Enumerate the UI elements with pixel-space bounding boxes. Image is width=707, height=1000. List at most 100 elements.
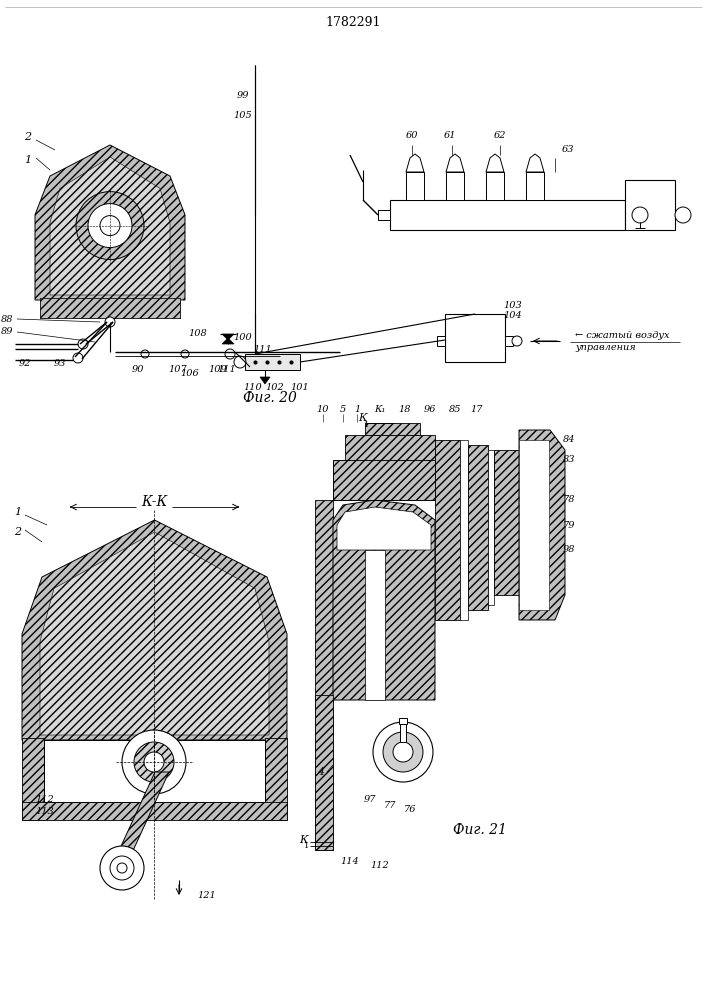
Text: 88: 88 (1, 314, 13, 324)
Text: 100: 100 (233, 332, 252, 342)
Text: 1: 1 (364, 421, 370, 429)
Text: 1: 1 (354, 406, 360, 414)
Text: 108: 108 (189, 330, 207, 338)
Polygon shape (40, 532, 269, 735)
Text: 2: 2 (14, 527, 21, 537)
Bar (333, 460, 435, 500)
Circle shape (100, 216, 120, 236)
Text: ← сжатый воздух: ← сжатый воздух (575, 332, 670, 340)
Bar (446, 172, 464, 200)
Text: 77: 77 (384, 800, 396, 810)
Text: 107: 107 (169, 365, 187, 374)
Text: 104: 104 (503, 312, 522, 320)
Bar (399, 718, 407, 724)
Text: 63: 63 (562, 145, 574, 154)
Circle shape (78, 339, 88, 349)
Bar (494, 450, 519, 595)
Text: 10: 10 (317, 406, 329, 414)
Circle shape (144, 752, 164, 772)
Text: 98: 98 (563, 546, 575, 554)
Bar (315, 695, 333, 850)
Bar (365, 423, 420, 435)
Text: 61: 61 (444, 130, 456, 139)
Text: 114: 114 (341, 857, 359, 866)
Text: 1: 1 (25, 155, 32, 165)
Text: К-К: К-К (141, 495, 167, 509)
Text: 105: 105 (233, 110, 252, 119)
Text: 92: 92 (19, 360, 31, 368)
Circle shape (110, 856, 134, 880)
Text: 90: 90 (132, 365, 144, 374)
Bar (378, 210, 390, 220)
Bar (526, 172, 544, 200)
Text: 62: 62 (493, 130, 506, 139)
Bar (468, 445, 488, 610)
Text: 17: 17 (471, 406, 484, 414)
Bar (265, 738, 287, 820)
Bar (488, 450, 494, 605)
Text: К: К (298, 835, 308, 845)
Polygon shape (222, 338, 234, 344)
Text: 93: 93 (54, 360, 66, 368)
Text: 109: 109 (209, 365, 228, 374)
Polygon shape (333, 500, 435, 700)
Polygon shape (526, 154, 544, 172)
Text: 83: 83 (563, 456, 575, 464)
Bar (519, 440, 549, 610)
Text: 101: 101 (291, 382, 310, 391)
Circle shape (100, 846, 144, 890)
Text: 121: 121 (198, 890, 216, 900)
Text: 84: 84 (563, 436, 575, 444)
Text: 5: 5 (340, 406, 346, 414)
Bar (400, 724, 406, 742)
Circle shape (632, 207, 648, 223)
Bar (437, 336, 445, 346)
Circle shape (512, 336, 522, 346)
Bar (390, 200, 625, 230)
Circle shape (234, 356, 246, 368)
Bar (315, 500, 333, 850)
Text: 111: 111 (218, 365, 236, 374)
Text: 99: 99 (237, 91, 250, 100)
Text: 112: 112 (35, 796, 54, 804)
Polygon shape (446, 154, 464, 172)
Text: 111: 111 (254, 346, 272, 355)
Text: 97: 97 (363, 796, 376, 804)
Text: 1782291: 1782291 (325, 15, 381, 28)
Text: 102: 102 (266, 382, 284, 391)
Polygon shape (222, 334, 234, 340)
Text: 79: 79 (563, 520, 575, 530)
Bar (445, 314, 505, 362)
Bar (486, 172, 504, 200)
Text: К: К (358, 413, 366, 423)
Text: 4: 4 (317, 767, 325, 777)
Text: управления: управления (575, 344, 636, 353)
Bar (345, 435, 435, 460)
Circle shape (117, 863, 127, 873)
Polygon shape (260, 377, 270, 384)
Text: 106: 106 (180, 369, 199, 378)
Bar (40, 298, 180, 318)
Circle shape (181, 350, 189, 358)
Text: 112: 112 (370, 860, 390, 869)
Circle shape (383, 732, 423, 772)
Text: 96: 96 (423, 406, 436, 414)
Circle shape (141, 350, 149, 358)
Circle shape (225, 349, 235, 359)
Bar (22, 738, 44, 820)
Bar (44, 740, 265, 802)
Bar (505, 336, 513, 346)
Circle shape (73, 353, 83, 363)
Text: 1: 1 (14, 507, 21, 517)
Text: Фиг. 21: Фиг. 21 (453, 823, 507, 837)
Bar (22, 802, 287, 820)
Polygon shape (35, 145, 185, 300)
Circle shape (675, 207, 691, 223)
Circle shape (134, 742, 174, 782)
Polygon shape (337, 507, 431, 550)
Bar (365, 550, 385, 700)
Bar (625, 180, 675, 230)
Bar (435, 440, 460, 620)
Text: 76: 76 (404, 806, 416, 814)
Text: 103: 103 (503, 302, 522, 310)
